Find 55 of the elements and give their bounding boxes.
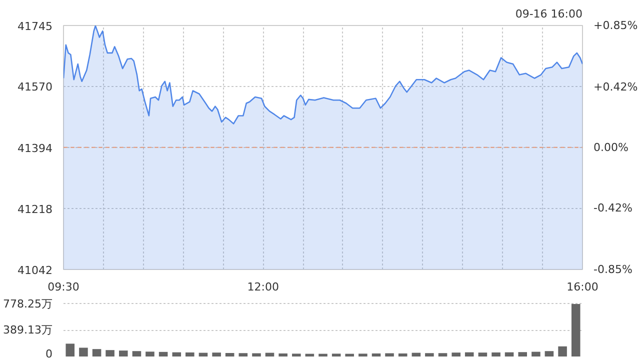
bar	[452, 352, 460, 356]
bar	[186, 352, 194, 356]
y-tick-label: 41745	[18, 20, 53, 33]
bar	[265, 352, 274, 356]
bar	[478, 352, 488, 356]
bar	[558, 346, 567, 356]
bar	[278, 353, 288, 356]
y-tick-label: 41218	[18, 202, 53, 216]
bar	[385, 353, 394, 356]
x-tick-label: 09:30	[48, 280, 80, 294]
bar	[106, 350, 114, 356]
bar	[292, 354, 301, 356]
bar	[412, 352, 421, 356]
y-tick-label: 41570	[18, 80, 53, 94]
y-tick-label: 778.25万	[3, 297, 53, 310]
y2-tick-label: +0.85%	[594, 19, 638, 32]
y2-tick-label: -0.85%	[594, 263, 632, 276]
bar	[172, 352, 182, 356]
text: 09-16 16:00	[515, 8, 583, 20]
bar	[66, 344, 75, 356]
y2-tick-label: 0.00%	[594, 141, 628, 154]
bar	[345, 354, 354, 356]
bar	[198, 352, 208, 356]
bar	[332, 354, 341, 356]
bar	[504, 352, 514, 356]
y-tick-label: 41042	[18, 264, 53, 277]
bar	[438, 353, 448, 356]
bar	[532, 352, 540, 356]
bar	[372, 353, 381, 356]
bar	[571, 304, 580, 356]
y2-tick-label: -0.42%	[594, 201, 632, 214]
bar	[252, 353, 261, 356]
bar	[425, 353, 434, 356]
bar	[158, 352, 168, 356]
bar	[212, 352, 221, 356]
bar	[146, 352, 154, 356]
bar	[118, 350, 128, 356]
bar	[464, 352, 474, 356]
bar	[518, 352, 528, 356]
bar	[92, 349, 102, 356]
bar	[544, 351, 554, 356]
bar	[492, 352, 500, 356]
x-tick-label: 12:00	[247, 280, 279, 294]
bar	[225, 352, 234, 356]
bar	[358, 354, 368, 356]
bar	[398, 353, 408, 356]
bar	[132, 351, 142, 356]
y-tick-label: 389.13万	[3, 324, 53, 337]
y-tick-label: 41394	[18, 142, 53, 155]
bar	[238, 353, 248, 356]
y-tick-label: 0	[46, 348, 52, 360]
bar	[79, 348, 88, 356]
y2-tick-label: +0.42%	[594, 80, 638, 94]
bar	[318, 354, 328, 356]
x-tick-label: 16:00	[566, 280, 598, 294]
